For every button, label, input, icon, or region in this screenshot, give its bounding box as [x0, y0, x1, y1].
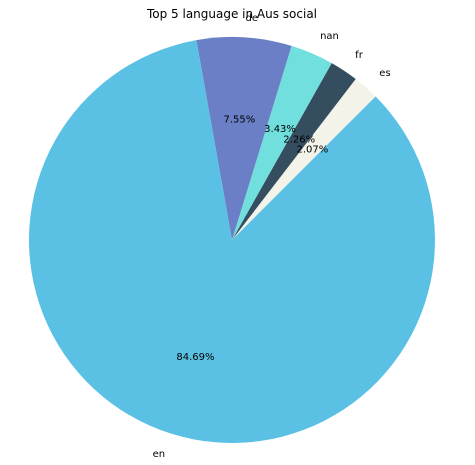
slice-percent-de: 7.55%: [223, 114, 255, 125]
pie-slice-nan: [232, 45, 332, 240]
slice-percent-fr: 2.26%: [283, 134, 315, 145]
slice-label-fr: fr: [355, 50, 364, 61]
pie-slice-de: [196, 37, 292, 241]
pie-slice-fr: [232, 63, 356, 240]
pie-slice-en: [28, 40, 436, 443]
slice-label-en: en: [153, 449, 166, 460]
slice-label-de: de: [246, 13, 259, 24]
slice-percent-nan: 3.43%: [264, 124, 296, 135]
chart-title: Top 5 language in Aus social: [146, 7, 317, 21]
pie-labels: es 2.07% fr 2.26% nan 3.43% de 7.55% en 84.69%: [153, 13, 391, 460]
slice-label-nan: nan: [320, 31, 339, 42]
slice-percent-es: 2.07%: [296, 144, 328, 155]
pie-slice-es: [232, 79, 376, 240]
pie-slices: [28, 37, 436, 443]
slice-percent-en: 84.69%: [176, 352, 214, 363]
slice-label-es: es: [379, 68, 390, 79]
